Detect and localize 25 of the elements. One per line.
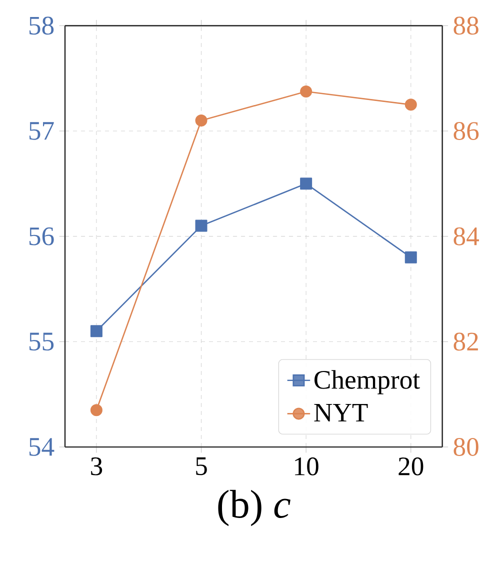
point xyxy=(195,220,208,232)
y2-tick-label: 80 xyxy=(454,438,478,456)
point xyxy=(90,404,102,416)
point xyxy=(300,86,312,98)
x-tick-label: 3 xyxy=(91,457,102,476)
y2-tick-label: 82 xyxy=(454,332,478,351)
y-tick-label: 56 xyxy=(29,227,54,246)
legend-label: NYT xyxy=(314,404,368,422)
legend-label: Chemprot xyxy=(314,370,420,394)
point xyxy=(404,251,417,264)
x-tick-label: 5 xyxy=(196,457,207,476)
point xyxy=(195,114,208,126)
x-tick-label: 10 xyxy=(295,457,318,476)
point xyxy=(300,178,312,190)
x-axis-title: (b) c xyxy=(218,490,290,526)
y2-tick-label: 88 xyxy=(454,16,478,35)
y-tick-label: 57 xyxy=(29,122,54,140)
y-tick-label: 55 xyxy=(29,332,54,351)
point xyxy=(404,98,417,111)
y2-tick-label: 84 xyxy=(454,227,479,246)
point xyxy=(90,325,102,338)
y-tick-label: 54 xyxy=(29,438,54,456)
y-tick-label: 58 xyxy=(29,16,54,35)
y2-tick-label: 86 xyxy=(454,122,479,140)
x-tick-label: 20 xyxy=(398,457,424,476)
